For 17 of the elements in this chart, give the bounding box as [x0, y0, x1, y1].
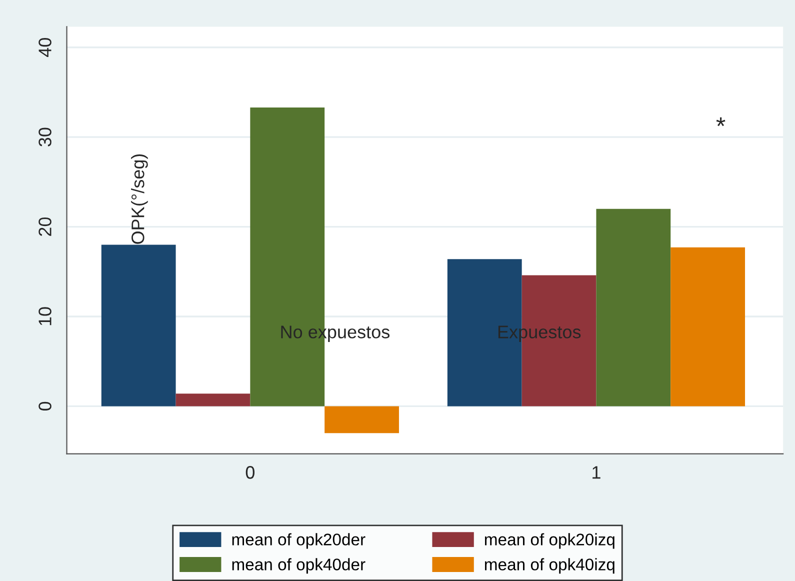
bar	[101, 244, 176, 406]
legend-label: mean of opk20izq	[484, 533, 614, 549]
x-tick-label: 1	[592, 466, 600, 479]
bar	[596, 208, 671, 406]
y-tick-label: 0	[38, 402, 52, 411]
y-tick-label: 10	[38, 307, 52, 326]
legend-label: mean of opk40izq	[484, 558, 614, 574]
bar	[670, 247, 746, 406]
legend-label: mean of opk20der	[232, 533, 366, 549]
bar	[324, 406, 399, 434]
bar	[176, 394, 250, 406]
y-tick-label: 30	[38, 128, 52, 146]
legend-label: mean of opk40der	[232, 558, 366, 574]
annotation: *	[716, 117, 726, 126]
annotation: OPK(°/seg)	[131, 154, 148, 244]
y-tick-label: 20	[38, 217, 52, 236]
y-tick-label: 40	[38, 38, 52, 57]
